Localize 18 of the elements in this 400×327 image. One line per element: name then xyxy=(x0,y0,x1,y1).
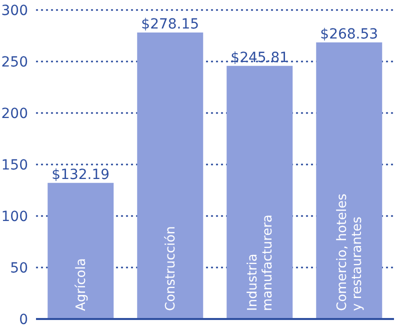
bar xyxy=(226,66,293,319)
y-tick-label: 0 xyxy=(19,312,28,327)
data-label: $268.53 xyxy=(320,26,378,42)
x-tick-label: Industria manufacturera xyxy=(246,214,276,311)
bar xyxy=(48,182,114,319)
y-tick-label: 100 xyxy=(1,208,28,225)
y-tick-label: 50 xyxy=(10,260,28,276)
y-tick-label: 200 xyxy=(1,106,28,122)
data-label: $132.19 xyxy=(52,166,110,183)
y-tick-label: 250 xyxy=(1,54,28,70)
y-tick-label: 150 xyxy=(1,157,28,174)
x-tick-label: Comercio, hoteles y restaurantes xyxy=(335,193,366,311)
data-label: $278.15 xyxy=(141,16,200,33)
bar xyxy=(316,42,382,319)
bar xyxy=(137,32,204,319)
y-tick-label: 300 xyxy=(1,2,28,19)
x-tick-label: Construcción xyxy=(164,226,179,311)
x-tick-label: Agrícola xyxy=(74,258,90,311)
